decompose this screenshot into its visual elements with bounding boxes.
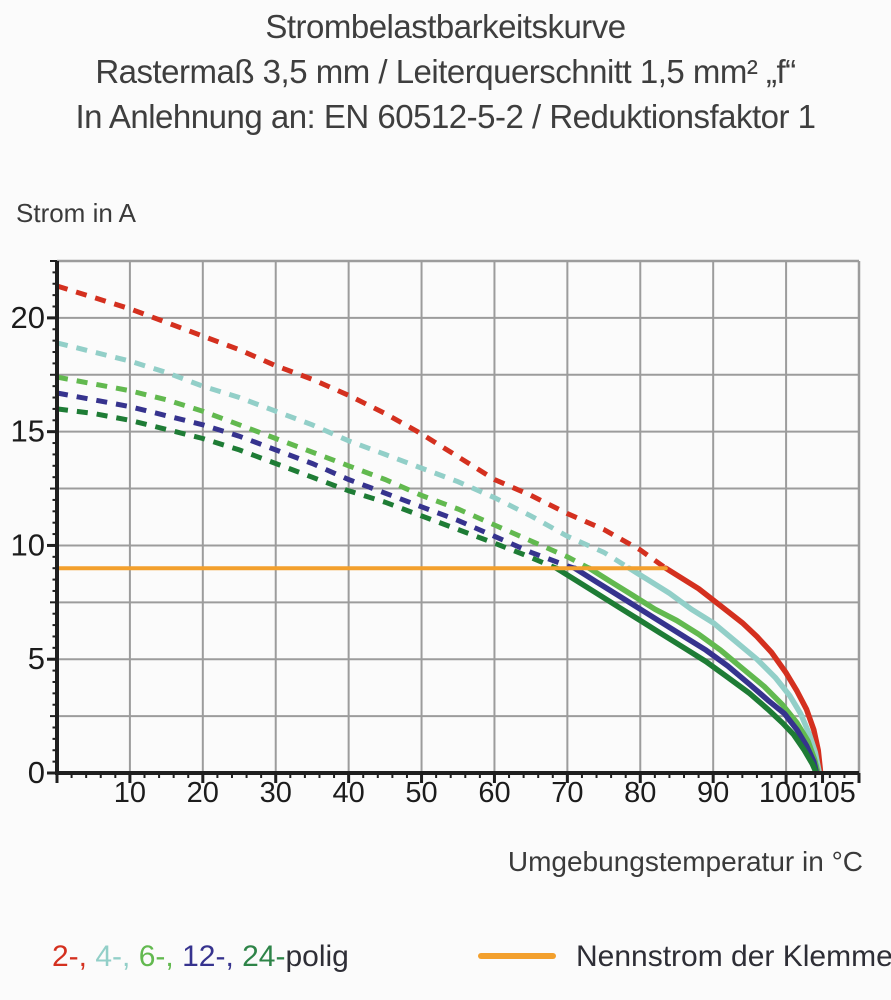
x-tick-label-70: 70 [551, 777, 583, 809]
poles-legend-item-6-polig: 6-, [138, 940, 183, 973]
poles-legend-item-24-polig: 24- [242, 940, 286, 973]
series-solid-4-polig [626, 565, 822, 774]
x-axis-title: Umgebungstemperatur in °C [507, 846, 863, 877]
y-tick-label-5: 5 [28, 641, 45, 676]
x-tick-label-105: 105 [807, 777, 855, 809]
x-tick-label-30: 30 [260, 777, 292, 809]
x-tick-label-20: 20 [187, 777, 219, 809]
chart-title-line1: Strombelastbarkeitskurve [265, 8, 626, 45]
x-tick-label-40: 40 [333, 777, 365, 809]
chart-title-block: Strombelastbarkeitskurve Rastermaß 3,5 m… [0, 4, 891, 139]
y-tick-label-15: 15 [11, 414, 45, 449]
series-solid-12-polig [571, 565, 819, 774]
poles-legend-suffix: polig [285, 940, 349, 973]
series-solid-6-polig [586, 565, 821, 774]
series-solid-2-polig [663, 565, 824, 774]
chart-title-line2: Rastermaß 3,5 mm / Leiterquerschnitt 1,5… [95, 53, 796, 90]
poles-legend-item-12-polig: 12-, [182, 940, 243, 973]
nominal-current-legend: Nennstrom der Klemme [478, 940, 891, 974]
x-tick-label-50: 50 [405, 777, 437, 809]
y-axis-title: Strom in A [16, 198, 136, 228]
poles-legend-item-4-polig: 4-, [95, 940, 139, 973]
x-tick-label-100: 100 [759, 777, 807, 809]
series-dashed-12-polig [56, 390, 576, 571]
series-dashed-24-polig [56, 406, 558, 571]
legend-row: 2-, 4-, 6-, 12-, 24-polig Nennstrom der … [0, 936, 891, 986]
poles-legend-item-2-polig: 2-, [52, 940, 96, 973]
series-dashed-2-polig [56, 283, 668, 571]
poles-legend: 2-, 4-, 6-, 12-, 24-polig [52, 940, 349, 974]
y-tick-label-10: 10 [11, 527, 45, 562]
x-tick-label-90: 90 [697, 777, 729, 809]
x-tick-label-80: 80 [624, 777, 656, 809]
chart-title-line3: In Anlehnung an: EN 60512-5-2 / Reduktio… [75, 98, 816, 135]
x-tick-label-60: 60 [478, 777, 510, 809]
series-dashed-4-polig [56, 340, 631, 571]
nominal-current-line-swatch [478, 953, 556, 960]
x-tick-label-10: 10 [114, 777, 146, 809]
nominal-current-label: Nennstrom der Klemme [576, 940, 891, 973]
y-tick-label-0: 0 [28, 755, 45, 790]
series-dashed-6-polig [56, 374, 591, 571]
y-tick-label-20: 20 [11, 300, 45, 335]
series-solid-24-polig [553, 565, 819, 774]
